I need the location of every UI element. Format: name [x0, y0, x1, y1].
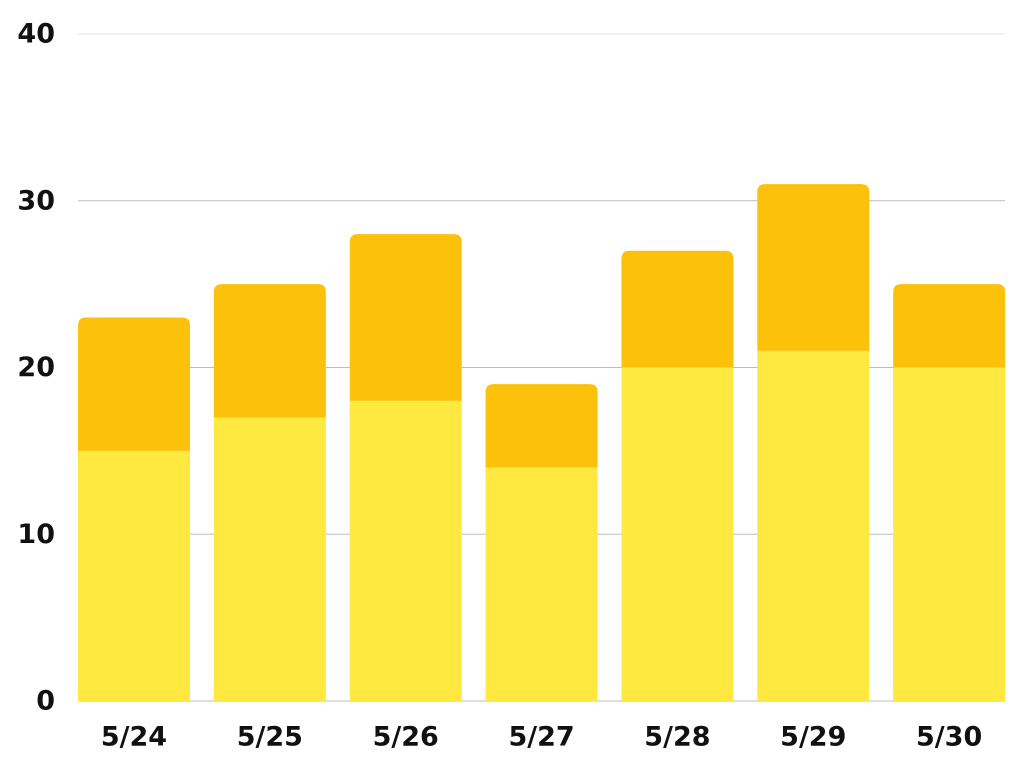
x-tick-label: 5/29 [780, 722, 846, 753]
bar-5-30-series-2 [893, 284, 1006, 368]
bar-5-28-series-1 [621, 367, 734, 701]
x-tick-label: 5/27 [508, 722, 574, 753]
y-tick-label: 30 [17, 185, 55, 216]
bar-5-28-series-2 [621, 250, 734, 368]
x-tick-label: 5/26 [373, 722, 439, 753]
bar-5-26-series-1 [349, 400, 462, 701]
y-tick-label: 20 [17, 352, 55, 383]
x-tick-label: 5/24 [101, 722, 167, 753]
bars [78, 184, 1006, 701]
y-tick-label: 40 [17, 19, 55, 50]
y-tick-label: 0 [36, 686, 55, 717]
bar-5-29-series-1 [757, 350, 870, 701]
bar-5-27-series-1 [485, 467, 598, 701]
bar-5-25-series-1 [213, 417, 326, 701]
bar-5-26-series-2 [349, 234, 462, 401]
bar-5-25-series-2 [213, 284, 326, 418]
bar-5-30-series-1 [893, 367, 1006, 701]
x-tick-label: 5/25 [237, 722, 303, 753]
x-axis: 5/24 5/25 5/26 5/27 5/28 5/29 5/30 [101, 722, 982, 753]
bar-5-27-series-2 [485, 384, 598, 468]
y-tick-label: 10 [17, 519, 55, 550]
bar-5-24-series-2 [78, 317, 190, 451]
bar-5-24-series-1 [78, 450, 190, 701]
x-tick-label: 5/28 [644, 722, 710, 753]
y-axis: 0 10 20 30 40 [17, 19, 55, 717]
bar-5-29-series-2 [757, 184, 870, 351]
x-tick-label: 5/30 [916, 722, 982, 753]
